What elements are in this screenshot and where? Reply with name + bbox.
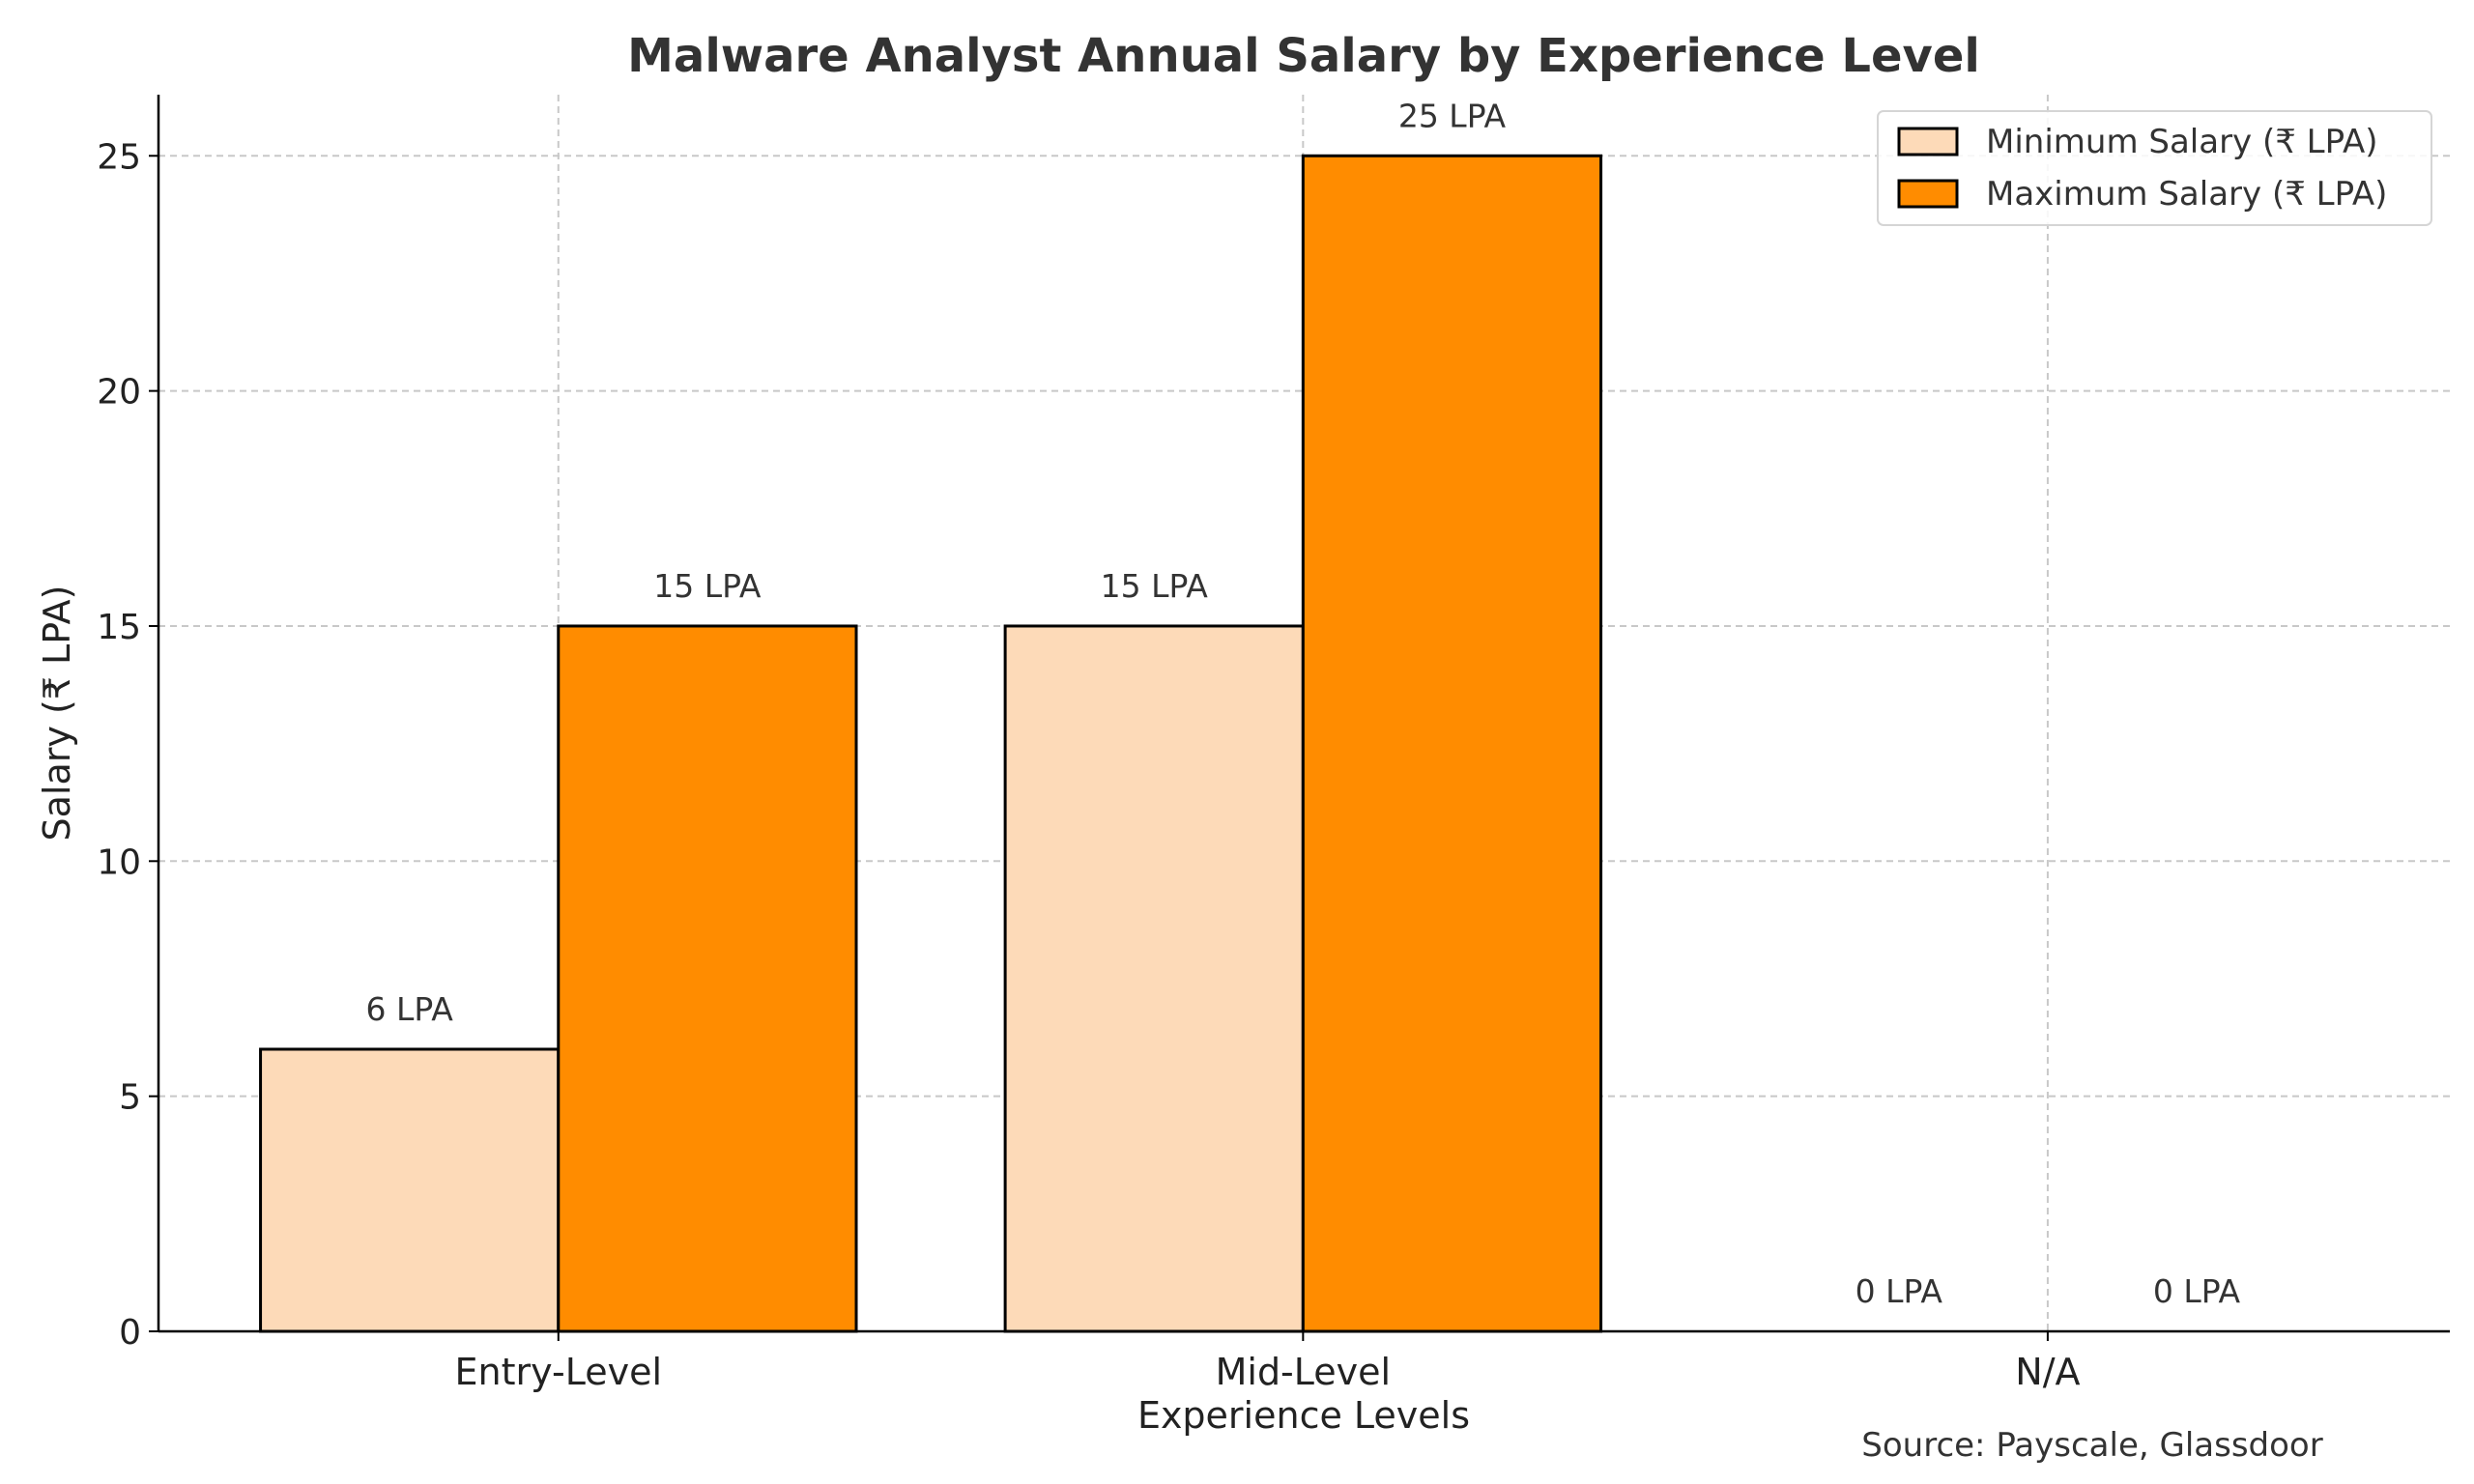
legend-swatch-min bbox=[1897, 127, 1959, 157]
data-label: 25 LPA bbox=[1398, 97, 1507, 134]
legend: Minimum Salary (₹ LPA) Maximum Salary (₹… bbox=[1877, 110, 2432, 226]
axes: 0 5 10 15 20 25 Entry-Level Mid-Level N/A bbox=[97, 95, 2450, 1393]
bar-max bbox=[557, 624, 858, 1333]
data-label: 0 LPA bbox=[1856, 1272, 1943, 1310]
y-tick-label: 0 bbox=[119, 1313, 141, 1353]
y-tick-label: 20 bbox=[97, 373, 141, 413]
chart-title: Malware Analyst Annual Salary by Experie… bbox=[627, 29, 1980, 83]
x-tick-label: N/A bbox=[2015, 1351, 2080, 1393]
legend-frame bbox=[1877, 110, 2432, 226]
data-label: 6 LPA bbox=[366, 990, 454, 1028]
legend-swatch-max bbox=[1897, 179, 1959, 209]
bar-max bbox=[1301, 154, 1603, 1333]
y-tick-label: 5 bbox=[119, 1078, 141, 1118]
bar-min bbox=[259, 1047, 561, 1333]
data-label: 15 LPA bbox=[1101, 567, 1209, 605]
x-tick-label: Mid-Level bbox=[1216, 1351, 1391, 1393]
bar-min bbox=[1003, 624, 1305, 1333]
y-tick-label: 10 bbox=[97, 842, 141, 882]
x-axis-label: Experience Levels bbox=[1137, 1394, 1470, 1437]
y-tick-label: 15 bbox=[97, 608, 141, 647]
legend-label-max: Maximum Salary (₹ LPA) bbox=[1986, 175, 2387, 214]
data-label: 15 LPA bbox=[653, 567, 762, 605]
x-tick-label: Entry-Level bbox=[455, 1351, 662, 1393]
legend-label-min: Minimum Salary (₹ LPA) bbox=[1986, 123, 2377, 161]
y-tick-label: 25 bbox=[97, 137, 141, 177]
data-label: 0 LPA bbox=[2153, 1272, 2241, 1310]
y-axis-label: Salary (₹ LPA) bbox=[36, 585, 78, 842]
source-annotation: Source: Payscale, Glassdoor bbox=[1861, 1426, 2322, 1465]
